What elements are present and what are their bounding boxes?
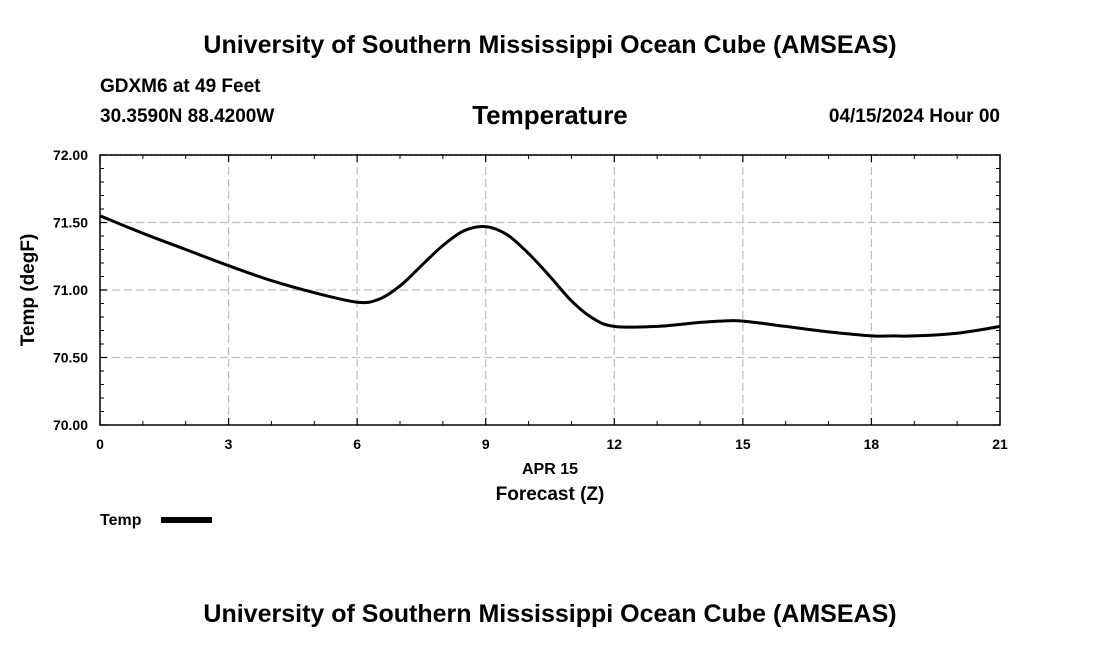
- y-tick-label: 71.00: [53, 282, 88, 298]
- x-tick-label: 6: [353, 436, 361, 452]
- y-tick-label: 72.00: [53, 147, 88, 163]
- x-tick-label: 0: [96, 436, 104, 452]
- station-label: GDXM6 at 49 Feet: [100, 76, 261, 97]
- y-axis-title: Temp (degF): [18, 234, 39, 347]
- series-line-temp: [99, 214, 1001, 338]
- y-tick-labels: 70.00 70.50 71.00 71.50 72.00: [53, 147, 88, 433]
- x-tick-label: 9: [482, 436, 490, 452]
- axis-ticks: [99, 154, 1001, 426]
- chart-title: Temperature: [472, 100, 628, 130]
- y-tick-label: 70.50: [53, 350, 88, 366]
- y-tick-label: 70.00: [53, 417, 88, 433]
- legend: Temp: [100, 512, 212, 529]
- x-axis-title: Forecast (Z): [496, 484, 605, 505]
- page-title: University of Southern Mississippi Ocean…: [203, 31, 897, 59]
- x-tick-label: 21: [992, 436, 1008, 452]
- legend-label-temp: Temp: [100, 512, 142, 529]
- x-tick-label: 15: [735, 436, 751, 452]
- x-tick-labels: 0 3 6 9 12 15 18 21: [96, 436, 1008, 452]
- footer-title: University of Southern Mississippi Ocean…: [203, 600, 897, 628]
- station-coordinates: 30.3590N 88.4200W: [100, 106, 275, 127]
- x-axis-date-label: APR 15: [522, 461, 578, 478]
- grid-lines: [100, 154, 1000, 425]
- forecast-datetime: 04/15/2024 Hour 00: [828, 106, 1000, 127]
- x-tick-label: 3: [225, 436, 233, 452]
- y-tick-label: 71.50: [53, 215, 88, 231]
- x-tick-label: 18: [864, 436, 880, 452]
- x-tick-label: 12: [606, 436, 622, 452]
